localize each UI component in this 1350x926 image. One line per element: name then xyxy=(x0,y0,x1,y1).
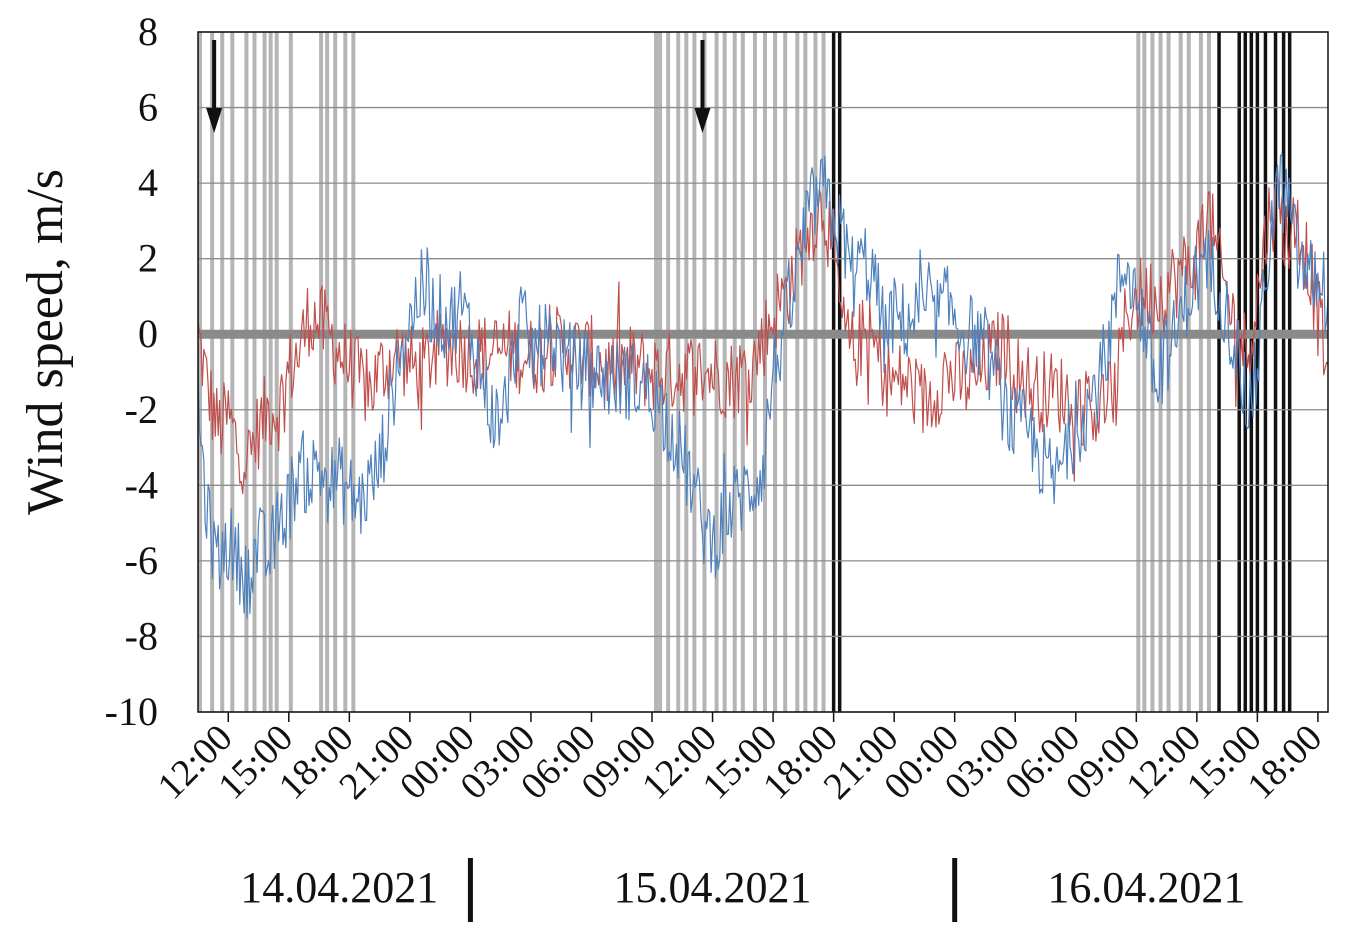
y-axis-label: Wind speed, m/s xyxy=(17,169,74,515)
plot-frame xyxy=(197,31,1329,713)
date-label: 14.04.2021 xyxy=(240,863,438,912)
gridlines-layer xyxy=(198,31,1328,713)
y-tick-label: -8 xyxy=(125,613,158,658)
y-tick-labels: 8 6 4 2 0 -2 -4 -6 -8 -10 xyxy=(105,9,158,734)
y-tick-label: 6 xyxy=(138,85,158,130)
arrows-layer xyxy=(206,40,711,133)
date-label: 16.04.2021 xyxy=(1047,863,1245,912)
y-tick-label: -2 xyxy=(125,387,158,432)
y-tick-label: 4 xyxy=(138,160,158,205)
y-tick-label: 2 xyxy=(138,236,158,281)
x-tick-labels: 12:0015:0018:0021:0000:0003:0006:0009:00… xyxy=(150,712,1330,808)
y-tick-label: 8 xyxy=(138,9,158,54)
y-tick-label: 0 xyxy=(138,311,158,356)
y-tick-label: -6 xyxy=(125,538,158,583)
date-labels: 14.04.2021 15.04.2021 16.04.2021 xyxy=(240,858,1245,922)
y-tick-label: -10 xyxy=(105,689,158,734)
series-red-line xyxy=(197,173,1329,495)
y-tick-label: -4 xyxy=(125,462,158,507)
date-label: 15.04.2021 xyxy=(614,863,812,912)
series-layer xyxy=(197,153,1329,619)
series-blue-line xyxy=(197,153,1329,619)
down-arrow-icon xyxy=(206,40,223,133)
down-arrow-icon xyxy=(694,40,711,133)
